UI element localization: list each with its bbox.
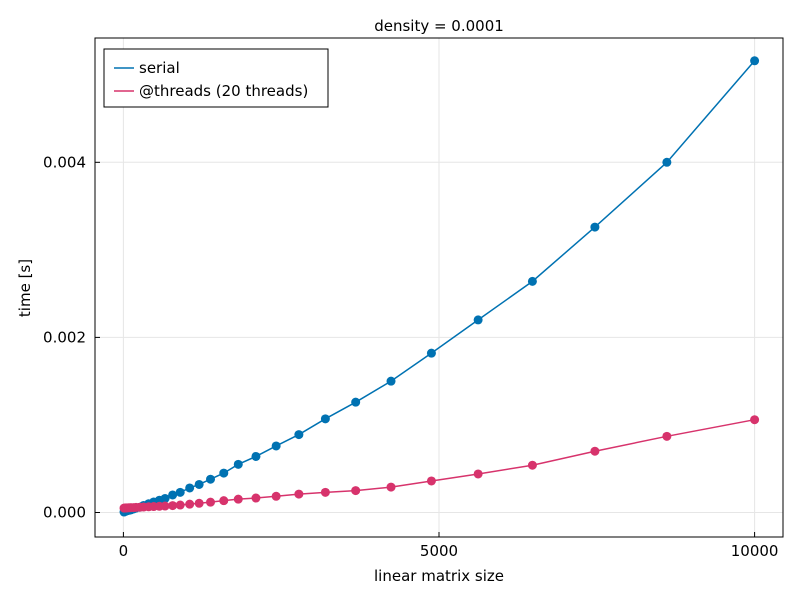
- data-point-threads: [527, 460, 537, 470]
- data-point-serial: [175, 487, 185, 497]
- data-point-threads: [351, 486, 361, 496]
- legend-label-serial: serial: [139, 59, 180, 77]
- x-axis-label: linear matrix size: [374, 567, 504, 585]
- data-point-serial: [473, 315, 483, 325]
- data-point-threads: [386, 482, 396, 492]
- legend-box: [103, 48, 329, 108]
- data-point-serial: [168, 490, 178, 500]
- data-point-serial: [386, 376, 396, 386]
- plot-series: [119, 56, 760, 517]
- data-point-serial: [351, 397, 361, 407]
- data-point-threads: [206, 497, 216, 507]
- data-point-threads: [271, 491, 281, 501]
- data-point-serial: [206, 474, 216, 484]
- data-point-serial: [194, 479, 204, 489]
- data-point-serial: [527, 276, 537, 286]
- data-point-serial: [185, 483, 195, 493]
- data-point-serial: [251, 451, 261, 461]
- data-point-threads: [233, 494, 243, 504]
- legend-label-threads: @threads (20 threads): [139, 82, 308, 100]
- data-point-threads: [160, 501, 170, 511]
- data-point-serial: [662, 157, 672, 167]
- x-tick-label: 5000: [420, 542, 458, 560]
- y-axis-label: time [s]: [16, 259, 34, 317]
- legend: serial @threads (20 threads): [103, 48, 329, 108]
- data-point-threads: [219, 496, 229, 506]
- data-point-serial: [233, 459, 243, 469]
- data-point-threads: [185, 499, 195, 509]
- data-point-serial: [219, 468, 229, 478]
- data-point-threads: [251, 493, 261, 503]
- chart-title: density = 0.0001: [374, 17, 504, 35]
- data-point-threads: [590, 446, 600, 456]
- data-point-serial: [271, 441, 281, 451]
- data-point-serial: [160, 493, 170, 503]
- data-point-threads: [750, 415, 760, 425]
- x-tick-label: 10000: [731, 542, 779, 560]
- data-point-serial: [294, 430, 304, 440]
- data-point-threads: [294, 489, 304, 499]
- data-point-serial: [590, 222, 600, 232]
- data-point-serial: [750, 56, 760, 66]
- x-tick-label: 0: [119, 542, 129, 560]
- data-point-threads: [194, 498, 204, 508]
- y-tick-label: 0.002: [43, 328, 86, 346]
- y-tick-label: 0.004: [43, 153, 86, 171]
- data-point-threads: [426, 476, 436, 486]
- data-point-serial: [426, 348, 436, 358]
- data-point-threads: [175, 500, 185, 510]
- data-point-threads: [320, 487, 330, 497]
- data-point-threads: [662, 431, 672, 441]
- data-point-threads: [473, 469, 483, 479]
- y-tick-label: 0.000: [43, 503, 86, 521]
- series-threads: [119, 415, 760, 513]
- data-point-serial: [320, 414, 330, 424]
- data-point-threads: [168, 501, 178, 511]
- grid-lines: [95, 38, 783, 537]
- axis-ticks: 0 5000 10000 0.000 0.002 0.004: [43, 153, 778, 560]
